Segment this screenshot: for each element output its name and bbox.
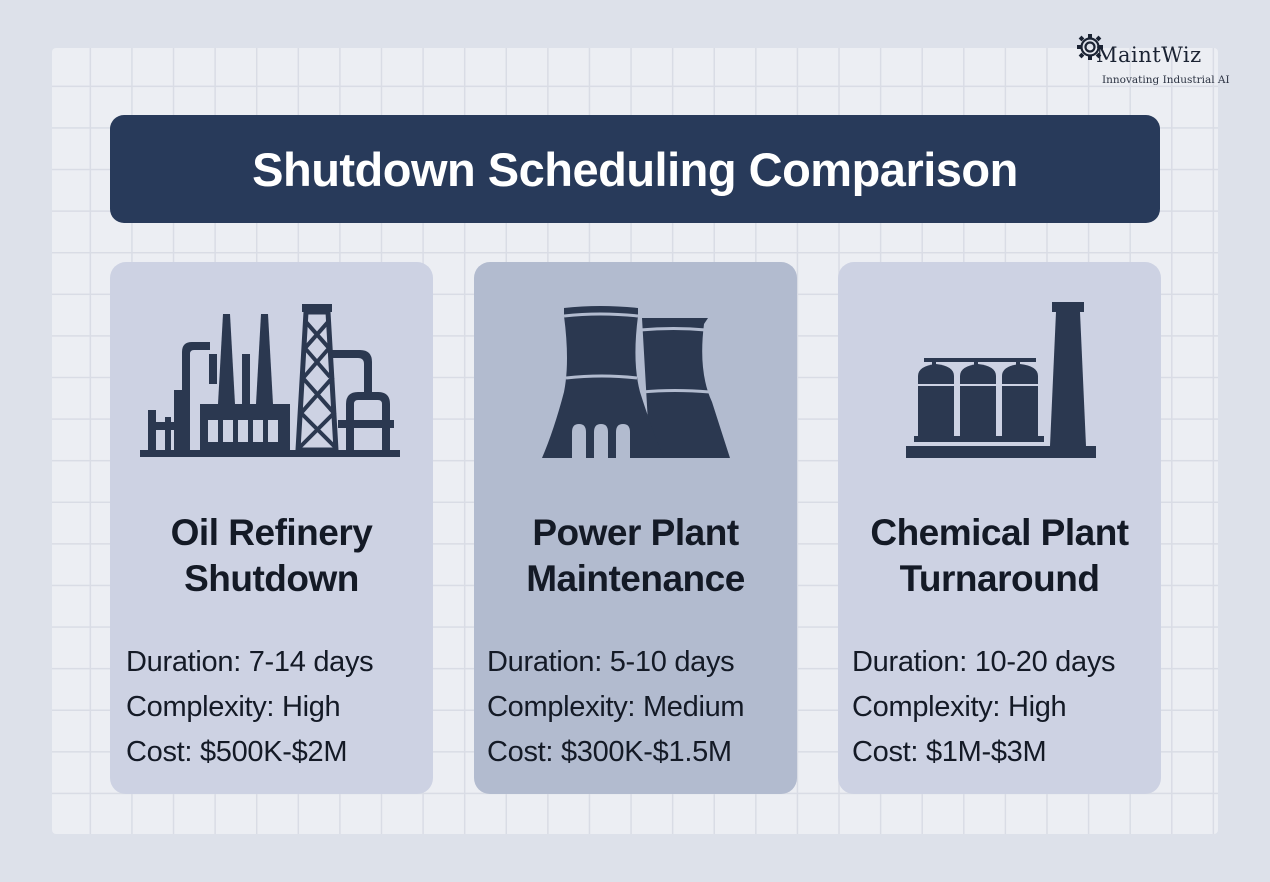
card-heading: Oil Refinery Shutdown [110,510,433,602]
chemical-plant-icon [906,302,1096,458]
cost-text: Cost: $1M-$3M [852,736,1047,768]
brand-name: MaintWiz [1096,43,1202,67]
duration-text: Duration: 7-14 days [126,646,374,678]
cost-text: Cost: $500K-$2M [126,736,348,768]
brand-tagline: Innovating Industrial AI [1102,74,1230,86]
oil-refinery-icon [140,304,400,457]
card-details: Duration: 5-10 days Complexity: Medium C… [487,640,797,775]
card-details: Duration: 10-20 days Complexity: High Co… [852,640,1162,775]
heading-line: Power Plant [532,512,739,553]
card-chemical-plant: Chemical Plant Turnaround Duration: 10-2… [838,262,1161,794]
duration-text: Duration: 10-20 days [852,646,1116,678]
heading-line: Turnaround [899,558,1100,599]
cost-text: Cost: $300K-$1.5M [487,736,732,768]
complexity-text: Complexity: High [852,691,1067,723]
card-heading: Power Plant Maintenance [474,510,797,602]
complexity-text: Complexity: High [126,691,341,723]
brand-logo: MaintWiz Innovating Industrial AI [1076,33,1236,89]
heading-line: Maintenance [526,558,745,599]
cooling-tower-icon [542,306,730,458]
card-oil-refinery: Oil Refinery Shutdown Duration: 7-14 day… [110,262,433,794]
title-banner: Shutdown Scheduling Comparison [110,115,1160,223]
duration-text: Duration: 5-10 days [487,646,735,678]
card-heading: Chemical Plant Turnaround [838,510,1161,602]
heading-line: Oil Refinery [170,512,373,553]
complexity-text: Complexity: Medium [487,691,745,723]
heading-line: Chemical Plant [870,512,1129,553]
card-details: Duration: 7-14 days Complexity: High Cos… [126,640,436,775]
heading-line: Shutdown [184,558,359,599]
gear-icon [1077,34,1103,60]
card-power-plant: Power Plant Maintenance Duration: 5-10 d… [474,262,797,794]
page-title: Shutdown Scheduling Comparison [252,142,1018,196]
